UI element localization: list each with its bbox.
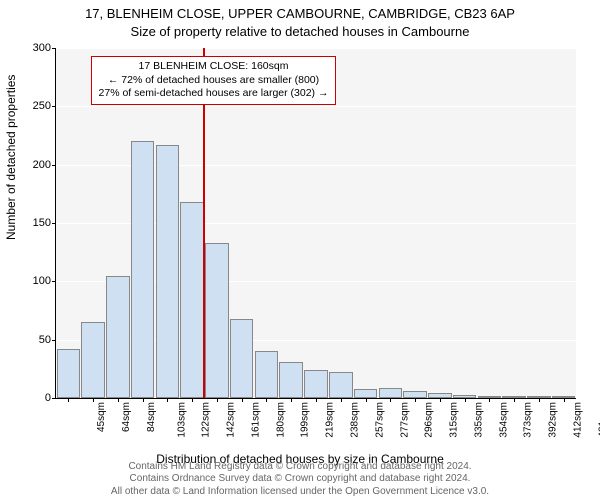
ytick-label: 150	[33, 217, 51, 229]
footer-line2: Contains Ordnance Survey data © Crown co…	[0, 473, 600, 486]
plot-area: 05010015020025030045sqm64sqm84sqm103sqm1…	[55, 48, 576, 399]
gridline	[56, 106, 576, 107]
xtick-mark	[118, 398, 119, 402]
xtick-label: 315sqm	[449, 402, 460, 438]
xtick-label: 199sqm	[300, 402, 311, 438]
ytick-mark	[52, 281, 56, 282]
ytick-label: 50	[39, 334, 51, 346]
xtick-mark	[514, 398, 515, 402]
xtick-mark	[93, 398, 94, 402]
xtick-label: 142sqm	[226, 402, 237, 438]
xtick-label: 257sqm	[374, 402, 385, 438]
footer-line3: All other data © Land Information licens…	[0, 486, 600, 499]
xtick-mark	[143, 398, 144, 402]
annotation-line3: 27% of semi-detached houses are larger (…	[98, 87, 329, 101]
xtick-label: 84sqm	[146, 402, 157, 432]
xtick-label: 238sqm	[350, 402, 361, 438]
chart-title-line1: 17, BLENHEIM CLOSE, UPPER CAMBOURNE, CAM…	[0, 6, 600, 21]
ytick-mark	[52, 340, 56, 341]
xtick-label: 103sqm	[176, 402, 187, 438]
xtick-label: 277sqm	[399, 402, 410, 438]
xtick-mark	[291, 398, 292, 402]
xtick-mark	[68, 398, 69, 402]
xtick-mark	[366, 398, 367, 402]
xtick-mark	[341, 398, 342, 402]
ytick-mark	[52, 106, 56, 107]
xtick-mark	[465, 398, 466, 402]
histogram-bar	[180, 202, 204, 398]
histogram-bar	[131, 141, 155, 398]
xtick-mark	[217, 398, 218, 402]
ytick-mark	[52, 165, 56, 166]
histogram-bar	[156, 145, 180, 398]
xtick-mark	[390, 398, 391, 402]
xtick-mark	[489, 398, 490, 402]
xtick-mark	[415, 398, 416, 402]
ytick-mark	[52, 48, 56, 49]
histogram-bar	[230, 319, 254, 398]
xtick-mark	[564, 398, 565, 402]
chart-title-line2: Size of property relative to detached ho…	[0, 24, 600, 39]
xtick-label: 64sqm	[121, 402, 132, 432]
gridline	[56, 48, 576, 49]
annotation-line1: 17 BLENHEIM CLOSE: 160sqm	[98, 60, 329, 74]
chart-container: 17, BLENHEIM CLOSE, UPPER CAMBOURNE, CAM…	[0, 0, 600, 500]
xtick-label: 296sqm	[424, 402, 435, 438]
xtick-mark	[192, 398, 193, 402]
ytick-label: 300	[33, 42, 51, 54]
ytick-label: 250	[33, 100, 51, 112]
footer-line1: Contains HM Land Registry data © Crown c…	[0, 461, 600, 474]
histogram-bar	[205, 243, 229, 398]
xtick-label: 161sqm	[251, 402, 262, 438]
xtick-mark	[266, 398, 267, 402]
ytick-mark	[52, 398, 56, 399]
histogram-bar	[255, 351, 279, 398]
histogram-bar	[403, 391, 427, 398]
xtick-mark	[167, 398, 168, 402]
xtick-label: 412sqm	[572, 402, 583, 438]
xtick-mark	[242, 398, 243, 402]
footer-attribution: Contains HM Land Registry data © Crown c…	[0, 461, 600, 499]
xtick-mark	[440, 398, 441, 402]
xtick-label: 122sqm	[201, 402, 212, 438]
xtick-label: 373sqm	[523, 402, 534, 438]
histogram-bar	[81, 322, 105, 398]
ytick-label: 0	[45, 392, 51, 404]
histogram-bar	[304, 370, 328, 398]
xtick-label: 180sqm	[275, 402, 286, 438]
histogram-bar	[106, 276, 130, 399]
histogram-bar	[354, 389, 378, 398]
xtick-label: 354sqm	[498, 402, 509, 438]
annotation-box: 17 BLENHEIM CLOSE: 160sqm ← 72% of detac…	[91, 56, 336, 105]
xtick-label: 335sqm	[473, 402, 484, 438]
y-axis-label: Number of detached properties	[4, 75, 18, 240]
ytick-label: 100	[33, 275, 51, 287]
ytick-mark	[52, 223, 56, 224]
xtick-mark	[316, 398, 317, 402]
xtick-label: 392sqm	[548, 402, 559, 438]
ytick-label: 200	[33, 159, 51, 171]
histogram-bar	[57, 349, 81, 398]
histogram-bar	[379, 388, 403, 399]
xtick-label: 219sqm	[325, 402, 336, 438]
histogram-bar	[279, 362, 303, 398]
xtick-mark	[539, 398, 540, 402]
xtick-label: 45sqm	[96, 402, 107, 432]
annotation-line2: ← 72% of detached houses are smaller (80…	[98, 74, 329, 88]
histogram-bar	[329, 372, 353, 398]
